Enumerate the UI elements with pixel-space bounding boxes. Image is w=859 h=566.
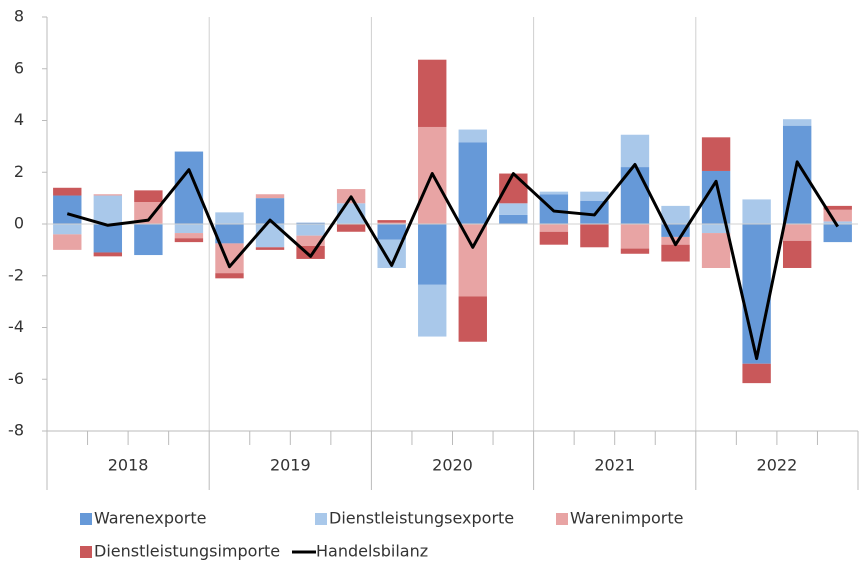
bar-segment	[742, 199, 771, 224]
bar-segment	[377, 220, 406, 223]
bar-segment	[93, 195, 123, 224]
bar-segment	[499, 203, 528, 215]
y-tick-label: -4	[8, 317, 24, 336]
bar-segment	[174, 233, 204, 239]
bar-segment	[458, 224, 487, 297]
bar-segment	[499, 214, 528, 224]
bar-segment	[215, 224, 244, 244]
bar-segment	[620, 248, 650, 254]
legend-label: Dienstleistungsimporte	[94, 542, 280, 561]
bar-segment	[823, 205, 852, 210]
legend-swatch	[80, 546, 92, 558]
bar-segment	[296, 222, 325, 224]
y-tick-label: -6	[8, 369, 24, 388]
bar-segment	[701, 137, 731, 171]
bar-segment	[296, 224, 325, 236]
bar-segment	[174, 224, 204, 234]
bar-segment	[134, 224, 163, 256]
y-tick-label: 0	[14, 214, 24, 233]
bar-segment	[458, 142, 487, 224]
line-series	[66, 160, 839, 361]
bar-segment	[620, 134, 650, 168]
bar-segment	[174, 151, 204, 224]
legend-label: Warenexporte	[94, 509, 206, 528]
y-tick-label: 2	[14, 162, 24, 181]
legend-swatch	[556, 513, 568, 525]
bar-segment	[53, 195, 82, 224]
bar-segment	[458, 129, 487, 143]
bar-segment	[255, 247, 285, 250]
bar-segment	[134, 202, 163, 224]
legend-swatch	[80, 513, 92, 525]
bar-segment	[377, 222, 406, 224]
bar-segment	[458, 296, 487, 342]
bar-segment	[418, 59, 447, 127]
bar-segment	[539, 224, 569, 232]
bar-segment	[701, 233, 731, 268]
bar-segment	[661, 205, 690, 224]
bar-segment	[539, 191, 569, 195]
legend-swatch	[315, 513, 327, 525]
bar-segment	[661, 236, 690, 245]
bar-segment	[782, 240, 812, 268]
bar-segment	[823, 209, 852, 222]
bar-segment	[53, 234, 82, 250]
x-group-label: 2019	[270, 456, 311, 475]
y-tick-label: 8	[14, 7, 24, 26]
bar-segment	[174, 238, 204, 243]
bar-segment	[418, 224, 447, 285]
bar-segment	[377, 224, 406, 240]
x-group-label: 2018	[108, 456, 149, 475]
bar-segment	[782, 119, 812, 126]
y-tick-label: -8	[8, 421, 24, 440]
legend-label: Warenimporte	[570, 509, 683, 528]
bar-segment	[742, 224, 771, 364]
bar-segment	[418, 284, 447, 337]
y-tick-label: -2	[8, 265, 24, 284]
bar-segment	[580, 191, 609, 201]
x-group-label: 2021	[594, 456, 635, 475]
bar-segment	[215, 243, 244, 274]
bar-segment	[499, 173, 528, 204]
bar-segment	[93, 194, 123, 196]
y-tick-label: 6	[14, 58, 24, 77]
legend-label: Handelsbilanz	[316, 542, 428, 561]
bar-segment	[93, 252, 123, 257]
x-group-label: 2022	[757, 456, 798, 475]
bar-segment	[255, 194, 285, 199]
bar-segment	[620, 224, 650, 249]
bar-segment	[215, 212, 244, 224]
bar-segment	[823, 221, 852, 224]
bar-segment	[93, 224, 123, 253]
bar-segment	[215, 273, 244, 279]
bar-segment	[782, 224, 812, 241]
bar-segment	[336, 224, 366, 232]
bar-segment	[580, 224, 609, 248]
bar-segment	[296, 235, 325, 246]
bar-segment	[823, 224, 852, 243]
legend-label: Dienstleistungsexporte	[329, 509, 514, 528]
y-tick-label: 4	[14, 110, 24, 129]
bar-segment	[539, 231, 569, 245]
bar-segment	[134, 190, 163, 203]
bar-segment	[53, 187, 82, 196]
bar-segment	[53, 224, 82, 235]
bar-segment	[701, 224, 731, 234]
bar-segment	[742, 363, 771, 384]
x-group-label: 2020	[432, 456, 473, 475]
bar-segment	[661, 244, 690, 262]
